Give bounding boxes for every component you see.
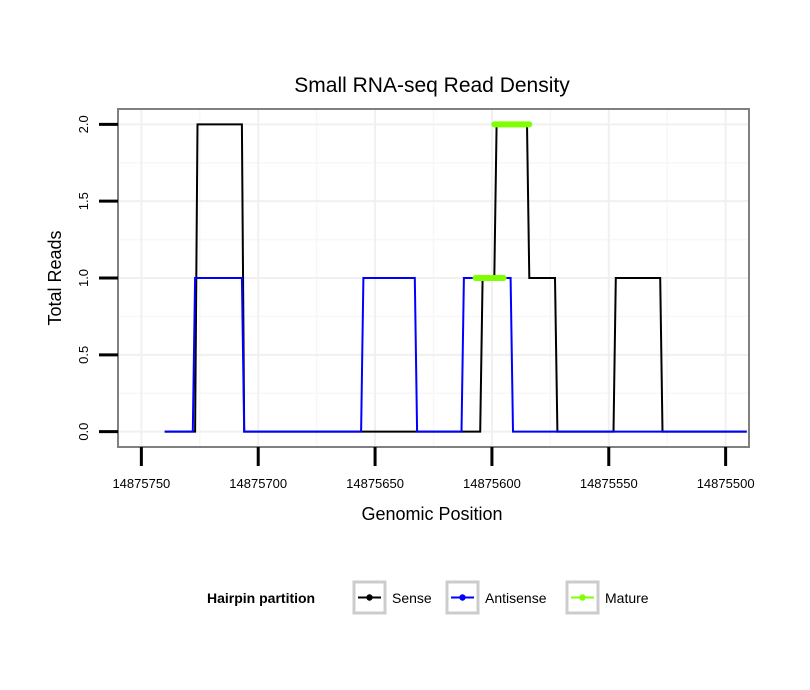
legend-entry-antisense: Antisense <box>485 590 547 606</box>
chart-title: Small RNA-seq Read Density <box>294 74 570 97</box>
y-tick-label: 0.5 <box>76 346 91 364</box>
data-series <box>164 121 747 433</box>
legend: Hairpin partition Sense Antisense Mature <box>207 580 649 615</box>
legend-key-dot <box>459 594 466 601</box>
x-axis: 14875750 14875700 14875650 14875600 14875550… <box>112 447 755 491</box>
x-tick-label: 14875550 <box>580 476 638 491</box>
legend-key-dot <box>579 594 586 601</box>
y-axis-label: Total Reads <box>45 230 65 325</box>
y-tick-label: 1.0 <box>76 269 91 287</box>
y-tick-label: 1.5 <box>76 192 91 210</box>
x-tick-label: 14875750 <box>112 476 170 491</box>
legend-title: Hairpin partition <box>207 590 315 606</box>
x-tick-label: 14875500 <box>697 476 755 491</box>
legend-entry-sense: Sense <box>392 590 432 606</box>
y-tick-label: 2.0 <box>76 115 91 133</box>
x-tick-label: 14875700 <box>229 476 287 491</box>
x-axis-label: Genomic Position <box>361 504 502 524</box>
y-tick-label: 0.0 <box>76 423 91 441</box>
y-axis: 0.0 0.5 1.0 1.5 2.0 <box>76 115 118 441</box>
legend-entry-mature: Mature <box>605 590 649 606</box>
x-tick-label: 14875650 <box>346 476 404 491</box>
legend-key-dot <box>366 594 373 601</box>
x-tick-label: 14875600 <box>463 476 521 491</box>
